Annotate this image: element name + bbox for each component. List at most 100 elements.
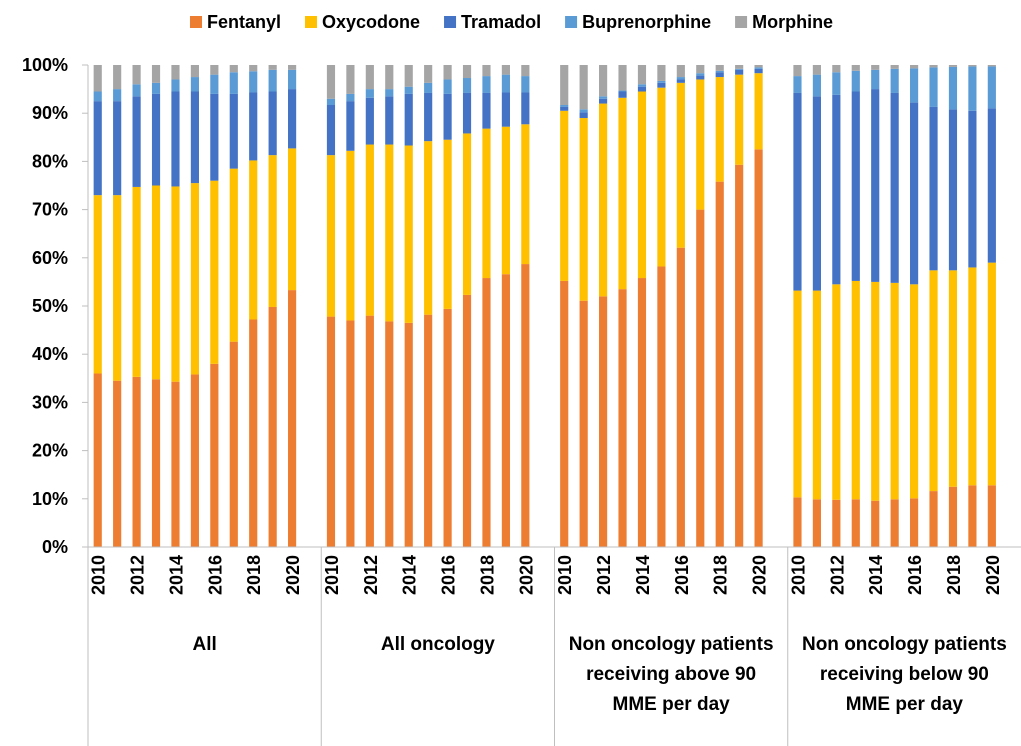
bar-segment [987,65,996,67]
bar-segment [579,300,588,547]
bar-segment [210,180,219,364]
x-tick-label: 2014 [633,555,653,595]
bar-segment [288,89,297,149]
bar-segment [171,79,180,92]
bar-segment [793,65,802,77]
bar-segment [851,280,860,500]
bar-segment [482,92,491,129]
bar-segment [735,68,744,70]
bar-segment [229,93,238,169]
bar-segment [365,89,374,98]
bar-segment [579,118,588,301]
bar-segment [249,71,258,93]
bar-segment [521,92,530,125]
bar-segment [696,79,705,210]
bar-segment [851,499,860,547]
bar-segment [113,101,122,196]
bar-segment [501,92,510,127]
bar-segment [832,94,841,285]
bar-segment [521,124,530,265]
bar-segment [910,498,919,547]
x-tick-label: 2020 [516,555,536,595]
x-tick-label: 2014 [166,555,186,595]
x-tick-label: 2010 [89,555,109,595]
bar-segment [424,65,433,83]
bar-segment [618,90,627,92]
bar-segment [618,91,627,98]
bar-segment [190,183,199,375]
bar-segment [637,86,647,92]
bar-segment [249,319,258,547]
bar-segment [890,68,899,93]
bar-segment [599,65,608,97]
legend-swatch [735,16,748,28]
bar-segment [365,65,374,90]
bar-segment [424,314,433,547]
legend-swatch [444,16,457,28]
bar-segment [151,82,161,94]
bar-segment [754,68,763,74]
bar-segment [618,97,627,290]
bar-segment [948,66,958,110]
bar-segment [268,91,277,156]
bar-segment [249,65,258,72]
bar-segment [599,296,608,547]
bar-segment [637,91,647,279]
bar-segment [229,341,238,547]
group-label: Non oncology patients receiving above 90… [568,634,774,715]
bar-segment [93,65,102,92]
bar-segment [618,65,627,91]
bar-segment [288,148,297,291]
bar-segment [113,65,122,90]
bar-segment [793,290,802,498]
bar-segment [482,278,491,547]
y-tick-label: 100% [22,55,68,75]
bar-segment [210,363,219,547]
bar-segment [151,65,161,83]
bar-segment [268,306,277,547]
bar-segment [424,92,433,142]
bar-segment [560,110,569,281]
bar-segment [715,181,724,548]
bar-segment [715,77,724,182]
bar-segment [890,65,899,69]
bar-segment [715,65,724,71]
bar-segment [385,144,394,322]
bar-segment [618,289,627,547]
bar-segment [93,373,102,547]
bar-segment [404,65,413,87]
bar-segment [832,72,841,95]
bar-segment [326,105,336,156]
bar-segment [929,270,938,492]
bar-segment [948,270,958,487]
bar-segment [190,91,199,184]
x-tick-label: 2012 [361,555,381,595]
x-tick-label: 2010 [322,555,342,595]
bar-segment [968,110,977,268]
bar-segment [637,278,647,547]
bar-segment [812,96,821,291]
bar-segment [326,98,336,106]
y-tick-label: 0% [42,537,68,557]
x-tick-label: 2020 [983,555,1003,595]
y-tick-label: 10% [32,489,68,509]
bar-segment [987,485,996,547]
legend-label: Fentanyl [207,12,281,32]
bar-segment [871,69,880,90]
bar-segment [812,499,821,547]
bar-segment [812,290,821,500]
bar-segment [521,65,530,77]
bar-segment [929,65,938,68]
bar-segment [443,139,452,309]
bar-segment [987,262,996,486]
x-tick-label: 2018 [477,555,497,595]
bar-segment [462,65,472,79]
bar-segment [385,65,394,90]
bar-segment [385,89,394,97]
x-tick-label: 2018 [711,555,731,595]
bar-segment [404,93,413,146]
bar-segment [832,499,841,547]
bar-segment [890,282,899,500]
y-tick-label: 50% [32,296,68,316]
bar-segment [249,92,258,161]
